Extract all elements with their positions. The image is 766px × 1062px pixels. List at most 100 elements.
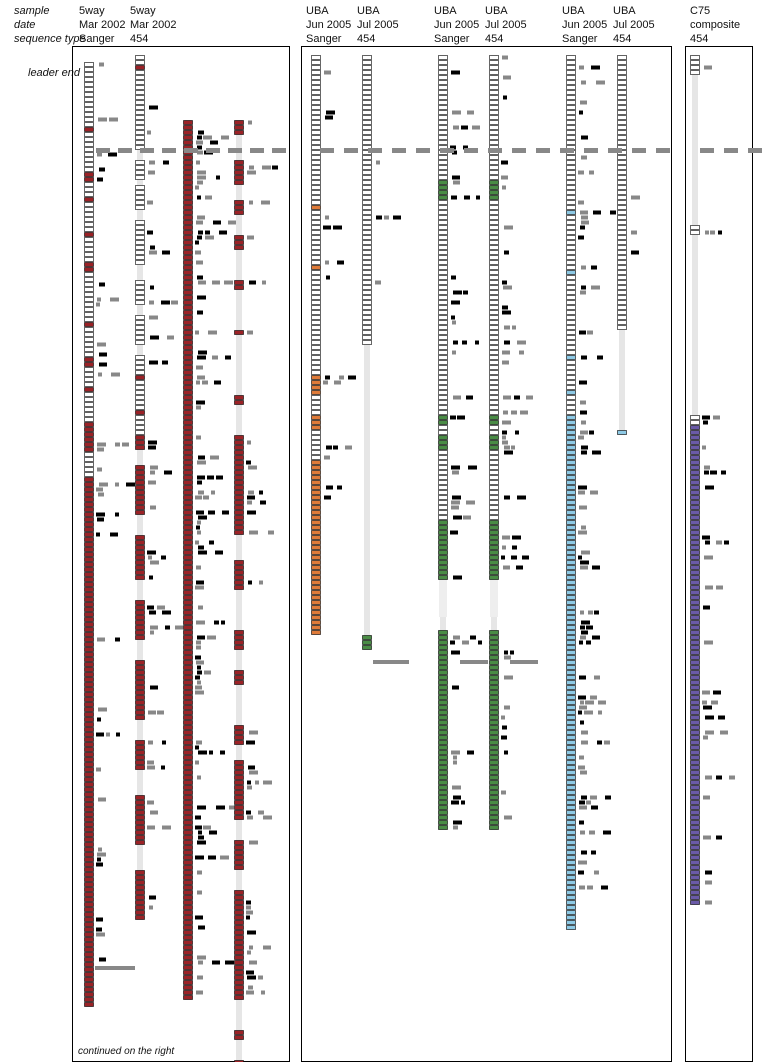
match-marker <box>631 230 637 235</box>
match-marker <box>249 530 258 535</box>
spacer-box <box>234 805 244 810</box>
spacer-box <box>84 177 94 182</box>
spacer-box <box>566 870 576 875</box>
spacer-box <box>438 565 448 570</box>
spacer-box <box>566 605 576 610</box>
spacer-box <box>84 887 94 892</box>
match-marker <box>111 372 120 377</box>
spacer-box <box>617 260 627 265</box>
spacer-box <box>438 760 448 765</box>
repeat-dash <box>608 148 622 153</box>
spacer-box <box>311 460 321 465</box>
spacer-box <box>438 520 448 525</box>
spacer-box <box>690 665 700 670</box>
spacer-box <box>84 882 94 887</box>
spacer-box <box>234 580 244 585</box>
match-marker <box>592 450 601 455</box>
spacer-box <box>566 160 576 165</box>
spacer-box <box>362 335 372 340</box>
spacer-box <box>84 922 94 927</box>
match-marker <box>149 610 156 615</box>
match-marker <box>197 375 205 380</box>
spacer-box <box>183 725 193 730</box>
spacer-box <box>84 102 94 107</box>
spacer-box <box>135 815 145 820</box>
spacer-box <box>617 55 627 60</box>
spacer-box <box>489 470 499 475</box>
match-marker <box>249 960 257 965</box>
spacer-box <box>438 290 448 295</box>
spacer-box <box>183 685 193 690</box>
spacer-box <box>84 87 94 92</box>
spacer-box <box>489 210 499 215</box>
spacer-box <box>135 380 145 385</box>
spacer-box <box>690 570 700 575</box>
match-marker <box>457 415 465 420</box>
match-marker <box>149 575 153 580</box>
match-marker <box>451 300 460 305</box>
spacer-box <box>362 180 372 185</box>
spacer-box <box>489 545 499 550</box>
spacer-box <box>183 690 193 695</box>
match-marker <box>197 680 201 685</box>
match-marker <box>98 372 102 377</box>
spacer-box <box>234 175 244 180</box>
spacer-box <box>489 460 499 465</box>
match-marker <box>580 290 586 295</box>
spacer-box <box>234 770 244 775</box>
spacer-box <box>690 515 700 520</box>
match-marker <box>197 475 205 480</box>
long-match-bar <box>510 660 538 664</box>
spacer-box <box>84 487 94 492</box>
spacer-box <box>311 320 321 325</box>
spacer-box <box>234 970 244 975</box>
match-marker <box>453 340 458 345</box>
spacer-box <box>566 125 576 130</box>
spacer-box <box>438 570 448 575</box>
spacer-box <box>690 615 700 620</box>
spacer-box <box>84 137 94 142</box>
match-marker <box>198 960 203 965</box>
match-marker <box>579 110 583 115</box>
match-marker <box>597 740 602 745</box>
spacer-box <box>690 55 700 60</box>
spacer-box <box>489 505 499 510</box>
spacer-box <box>362 130 372 135</box>
match-marker <box>162 825 171 830</box>
spacer-box <box>617 300 627 305</box>
spacer-box <box>489 240 499 245</box>
spacer-box <box>183 520 193 525</box>
match-marker <box>478 640 482 645</box>
repeat-dash <box>656 148 670 153</box>
spacer-box <box>489 405 499 410</box>
spacer-box <box>311 145 321 150</box>
spacer-box <box>438 320 448 325</box>
match-marker <box>581 620 590 625</box>
spacer-box <box>234 485 244 490</box>
match-marker <box>196 140 203 145</box>
match-marker <box>451 195 457 200</box>
spacer-box <box>362 255 372 260</box>
spacer-box <box>84 987 94 992</box>
match-marker <box>97 852 106 857</box>
match-marker <box>209 830 217 835</box>
match-marker <box>246 990 254 995</box>
spacer-box <box>438 285 448 290</box>
spacer-box <box>489 295 499 300</box>
spacer-box <box>84 707 94 712</box>
spacer-box <box>234 640 244 645</box>
spacer-box <box>84 622 94 627</box>
spacer-box <box>489 175 499 180</box>
spacer-box <box>183 290 193 295</box>
spacer-box <box>438 555 448 560</box>
spacer-box <box>234 845 244 850</box>
match-marker <box>578 765 585 770</box>
spacer-box <box>438 485 448 490</box>
spacer-box <box>617 160 627 165</box>
spacer-box <box>489 520 499 525</box>
spacer-box <box>566 615 576 620</box>
match-marker <box>198 605 203 610</box>
spacer-box <box>489 730 499 735</box>
spacer-box <box>234 330 244 335</box>
spacer-box <box>489 305 499 310</box>
